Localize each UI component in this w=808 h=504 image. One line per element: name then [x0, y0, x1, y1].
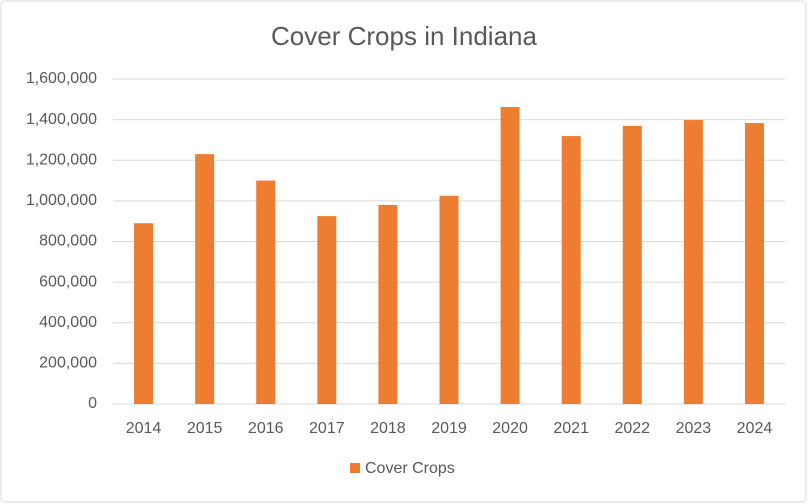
bar: [317, 216, 337, 404]
y-tick-label: 1,400,000: [26, 111, 97, 128]
x-tick-label: 2023: [676, 420, 712, 437]
x-tick-label: 2017: [309, 420, 345, 437]
bar: [683, 120, 703, 404]
legend-label: Cover Crops: [365, 460, 455, 477]
bar: [134, 223, 154, 404]
bar: [500, 107, 520, 404]
y-tick-label: 1,200,000: [26, 151, 97, 168]
y-tick-label: 800,000: [39, 233, 97, 250]
bar: [195, 154, 215, 404]
x-tick-label: 2015: [187, 420, 223, 437]
x-tick-label: 2024: [737, 420, 773, 437]
x-tick-label: 2021: [553, 420, 589, 437]
x-tick-label: 2022: [614, 420, 650, 437]
x-tick-label: 2016: [248, 420, 284, 437]
y-tick-label: 600,000: [39, 273, 97, 290]
bar: [439, 195, 459, 404]
bar: [622, 125, 642, 404]
y-tick-label: 200,000: [39, 355, 97, 372]
x-tick-label: 2018: [370, 420, 406, 437]
legend-swatch: [350, 463, 360, 473]
y-tick-label: 1,600,000: [26, 70, 97, 87]
x-tick-label: 2020: [492, 420, 528, 437]
bar: [744, 123, 764, 404]
y-tick-label: 0: [88, 395, 97, 412]
y-tick-label: 400,000: [39, 314, 97, 331]
bar: [378, 204, 398, 404]
bar: [256, 180, 276, 404]
x-tick-label: 2014: [126, 420, 162, 437]
bar: [561, 136, 581, 404]
y-tick-label: 1,000,000: [26, 192, 97, 209]
x-tick-label: 2019: [431, 420, 467, 437]
chart-title: Cover Crops in Indiana: [271, 21, 537, 51]
